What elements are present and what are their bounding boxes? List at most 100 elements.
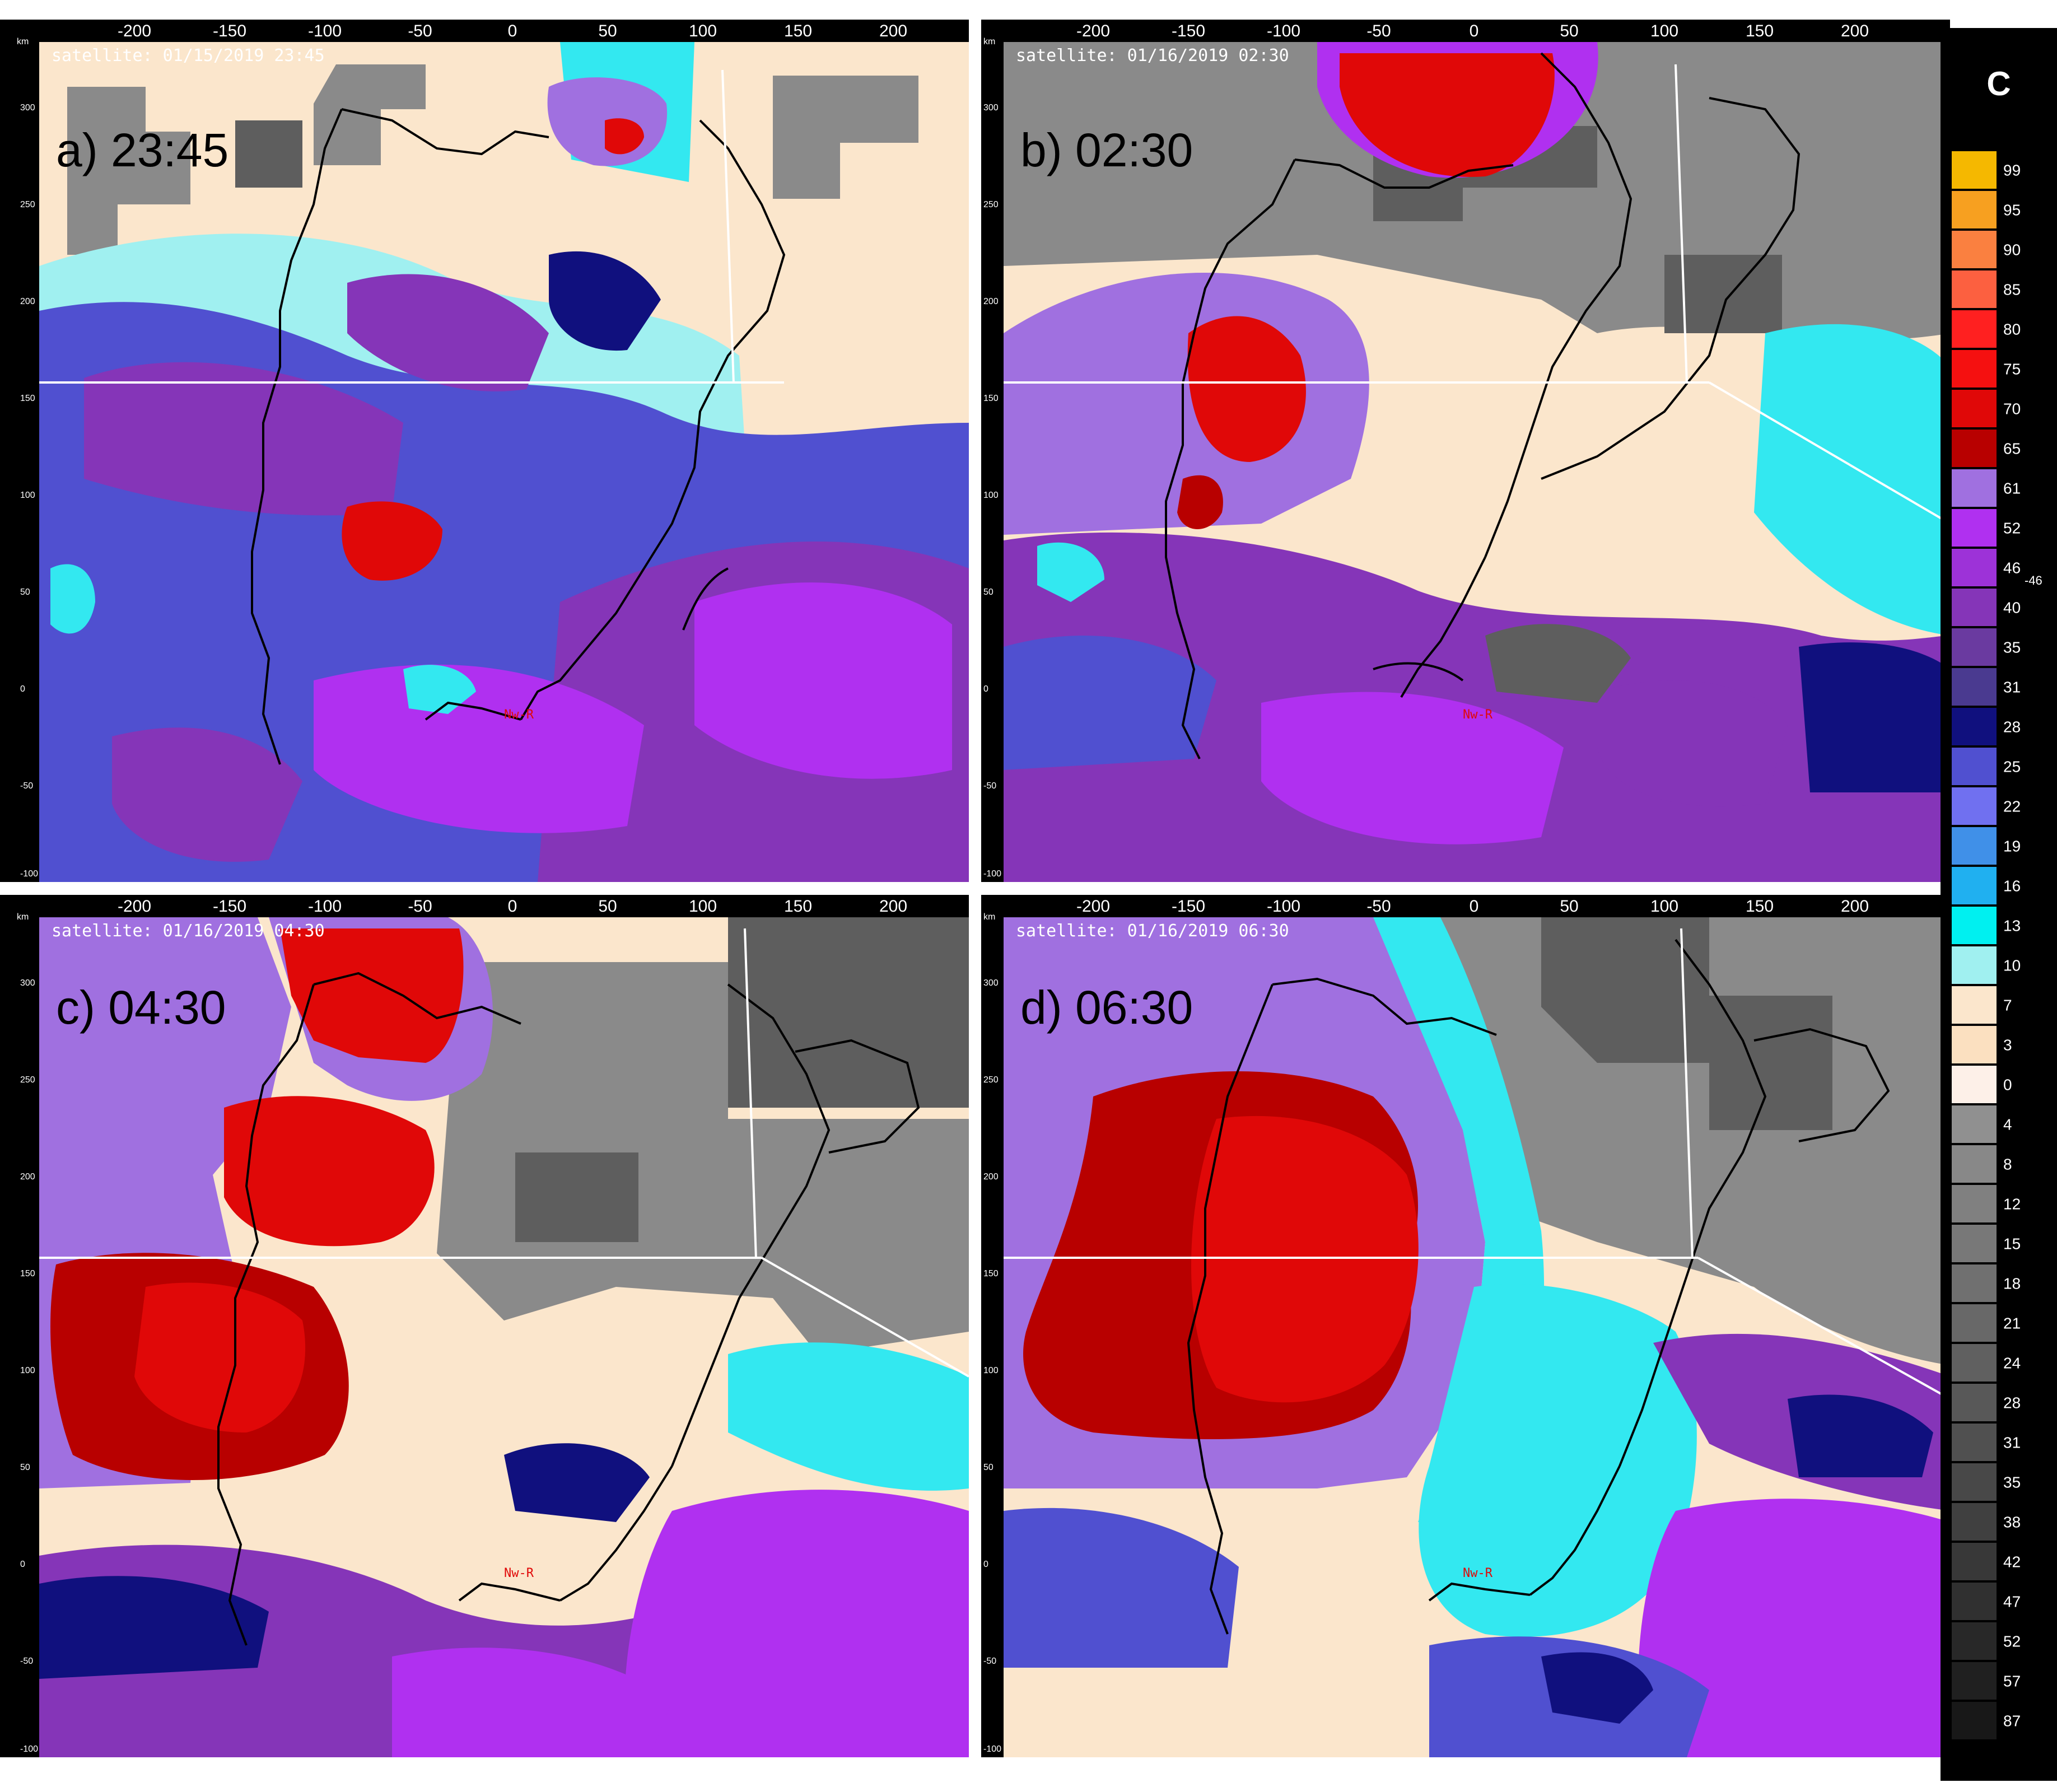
colorbar-swatch [1952, 1264, 1997, 1302]
colorbar-label: 18 [2003, 1275, 2021, 1292]
colorbar-swatch [1952, 787, 1997, 825]
colorbar-entry: 99 [1952, 151, 2021, 189]
x-tick-label: -100 [1267, 897, 1300, 916]
colorbar-label: 22 [2003, 798, 2021, 815]
colorbar-label: 52 [2003, 520, 2021, 537]
colorbar-label: 19 [2003, 838, 2021, 855]
colorbar-label: 0 [2003, 1076, 2012, 1094]
colorbar-label: 31 [2003, 1434, 2021, 1452]
y-tick-label: -50 [20, 781, 33, 791]
colorbar-label: 15 [2003, 1235, 2021, 1253]
x-tick-label: 200 [1841, 897, 1869, 916]
map-svg: d) 06:30 satellite: 01/16/2019 06:30 Nw-… [981, 895, 1950, 1757]
coastlines [1165, 52, 1801, 759]
colorbar-entry: 31 [1952, 1424, 2021, 1461]
map-panel-a: a) 23:45 satellite: 01/15/2019 23:45 Nw-… [0, 20, 969, 882]
y-axis-unit: km [17, 37, 29, 46]
y-tick-label: 150 [20, 1269, 35, 1278]
colorbar-swatch [1952, 628, 1997, 666]
x-tick-label: 200 [879, 22, 907, 40]
colorbar-label: 87 [2003, 1712, 2021, 1730]
y-tick-label: 0 [983, 684, 988, 694]
border-line-vertical [721, 69, 735, 384]
colorbar-swatch [1952, 1503, 1997, 1541]
x-tick-label: 50 [598, 22, 617, 40]
y-tick-label: -100 [983, 869, 1001, 879]
map-svg: a) 23:45 satellite: 01/15/2019 23:45 Nw-… [0, 20, 969, 882]
x-tick-label: -50 [1366, 897, 1391, 916]
colorbar-label: 99 [2003, 162, 2021, 179]
colorbar-entry: 35 [1952, 1463, 2021, 1501]
colorbar-label: 90 [2003, 241, 2021, 259]
y-tick-label: -50 [20, 1656, 33, 1666]
colorbar-label: 21 [2003, 1315, 2021, 1332]
x-axis-ticks: -200 -150 -100 -50 0 50 100 150 200 [1076, 897, 1869, 916]
colorbar-label: 80 [2003, 321, 2021, 338]
colorbar-entry: 52 [1952, 1622, 2021, 1660]
x-tick-label: 0 [508, 22, 517, 40]
coastlines [251, 108, 786, 765]
colorbar-swatch [1952, 1026, 1997, 1063]
border-line-diagonal [1708, 381, 1950, 525]
y-tick-label: 50 [20, 1463, 30, 1472]
colorbar-swatch [1952, 1066, 1997, 1103]
map-field [39, 42, 969, 882]
x-tick-label: -50 [408, 897, 432, 916]
colorbar-label: 13 [2003, 917, 2021, 935]
colorbar-swatch [1952, 350, 1997, 388]
colorbar-swatch [1952, 1543, 1997, 1580]
colorbar-swatch [1952, 1622, 1997, 1660]
colorbar-swatch [1952, 668, 1997, 706]
x-axis-ticks: -200 -150 -100 -50 0 50 100 150 200 [1076, 22, 1869, 40]
colorbar-label: 52 [2003, 1633, 2021, 1650]
x-tick-label: 150 [1746, 897, 1774, 916]
colorbar-entry: 70 [1952, 390, 2021, 427]
y-axis-unit: km [17, 912, 29, 922]
colorbar-swatch [1952, 469, 1997, 507]
site-label: Nw-R [1463, 708, 1493, 722]
colorbar-entry: 24 [1952, 1344, 2021, 1382]
colorbar-entry: 95 [1952, 191, 2021, 228]
colorbar-entry: 18 [1952, 1264, 2021, 1302]
y-axis-unit: km [983, 37, 995, 46]
colorbar-entry: 12 [1952, 1185, 2021, 1222]
y-tick-label: 150 [983, 394, 999, 403]
colorbar-entry: 28 [1952, 708, 2021, 745]
y-tick-label: 300 [20, 978, 35, 988]
x-tick-label: -150 [1172, 897, 1205, 916]
x-tick-label: -100 [308, 22, 342, 40]
panel-label: d) 06:30 [1020, 981, 1193, 1034]
colorbar-entry: 65 [1952, 430, 2021, 467]
colorbar-swatch [1952, 1702, 1997, 1739]
colorbar-swatch [1952, 231, 1997, 268]
colorbar-entry: 10 [1952, 946, 2021, 984]
colorbar-entry: 38 [1952, 1503, 2021, 1541]
x-tick-label: 150 [784, 897, 812, 916]
colorbar-swatch [1952, 509, 1997, 547]
colorbar-entry: 90 [1952, 231, 2021, 268]
x-tick-label: 100 [1650, 897, 1678, 916]
map-svg: c) 04:30 satellite: 01/16/2019 04:30 Nw-… [0, 895, 969, 1757]
y-tick-label: 200 [983, 297, 999, 306]
colorbar-entry: 75 [1952, 350, 2021, 388]
y-tick-label: 150 [20, 394, 35, 403]
colorbar-label: 35 [2003, 639, 2021, 656]
colorbar-label: 35 [2003, 1474, 2021, 1491]
colorbar-swatch [1952, 907, 1997, 944]
y-tick-label: 100 [20, 1366, 35, 1375]
colorbar-label: 42 [2003, 1553, 2021, 1571]
map-panel-d: d) 06:30 satellite: 01/16/2019 06:30 Nw-… [981, 895, 1950, 1757]
colorbar-label: 28 [2003, 1394, 2021, 1412]
x-tick-label: -200 [1076, 897, 1110, 916]
colorbar-title: C [1986, 65, 2011, 102]
colorbar-label: 16 [2003, 878, 2021, 895]
colorbar-svg: C -46 9995908580757065615246403531282522… [1952, 65, 2042, 1739]
colorbar-swatch [1952, 1384, 1997, 1421]
border-line-diagonal [1697, 1257, 1950, 1400]
colorbar-swatch [1952, 1424, 1997, 1461]
x-tick-label: 50 [1560, 897, 1578, 916]
x-tick-label: 0 [1470, 897, 1479, 916]
map-panel-c: c) 04:30 satellite: 01/16/2019 04:30 Nw-… [0, 895, 969, 1757]
colorbar-entry: 85 [1952, 270, 2021, 308]
colorbar-swatch [1952, 867, 1997, 904]
